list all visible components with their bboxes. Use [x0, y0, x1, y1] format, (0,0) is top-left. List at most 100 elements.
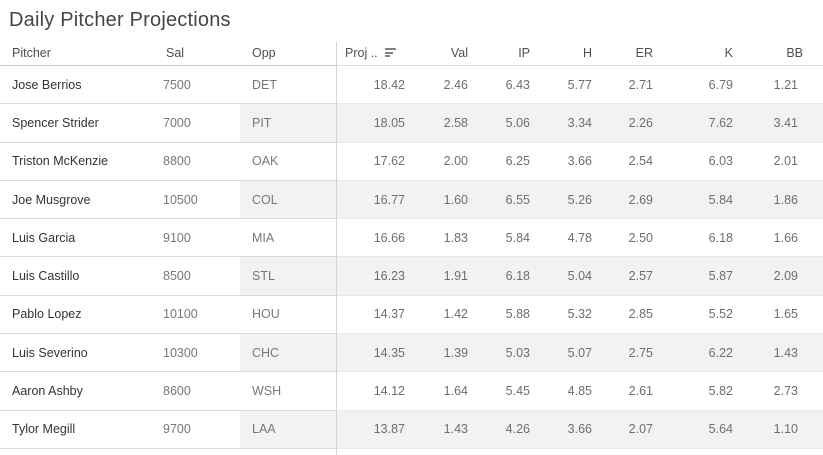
- cell-sal[interactable]: 8800: [163, 143, 240, 181]
- cell-proj[interactable]: 13.87: [336, 410, 415, 449]
- cell-sal[interactable]: 7000: [163, 104, 240, 143]
- cell-opp[interactable]: LAA: [240, 410, 336, 449]
- cell-er[interactable]: 2.75: [602, 334, 663, 373]
- cell-bb[interactable]: 1.43: [743, 334, 823, 373]
- cell-val[interactable]: 1.39: [415, 334, 478, 373]
- cell-bb[interactable]: 2.01: [743, 143, 823, 181]
- column-header-val[interactable]: Val: [415, 40, 478, 66]
- column-header-sal[interactable]: Sal: [163, 40, 240, 66]
- cell-k[interactable]: 6.18: [663, 219, 743, 258]
- cell-ip[interactable]: 6.18: [478, 257, 540, 296]
- table-row[interactable]: Spencer Strider 7000 PIT 18.05 2.58 5.06 3.34 2…: [0, 104, 823, 143]
- cell-k[interactable]: 5.87: [663, 257, 743, 296]
- cell-k[interactable]: 7.62: [663, 104, 743, 143]
- column-header-opp[interactable]: Opp: [240, 40, 336, 66]
- cell-pitcher[interactable]: Luis Garcia: [0, 219, 163, 258]
- cell-opp[interactable]: COL: [240, 180, 336, 220]
- cell-pitcher[interactable]: Spencer Strider: [0, 104, 163, 143]
- cell-proj[interactable]: 18.05: [336, 104, 415, 143]
- cell-er[interactable]: 2.26: [602, 104, 663, 143]
- cell-proj[interactable]: 16.23: [336, 257, 415, 296]
- cell-er[interactable]: 2.07: [602, 410, 663, 449]
- cell-bb[interactable]: 2.09: [743, 257, 823, 296]
- cell-er[interactable]: 2.85: [602, 296, 663, 335]
- cell-k[interactable]: 5.82: [663, 372, 743, 411]
- cell-opp[interactable]: CHC: [240, 334, 336, 373]
- cell-k[interactable]: 6.79: [663, 66, 743, 105]
- cell-h[interactable]: 5.04: [540, 257, 602, 296]
- table-row[interactable]: Tylor Megill 9700 LAA 13.87 1.43 4.26 3.66 2.07…: [0, 410, 823, 449]
- cell-val[interactable]: 1.42: [415, 296, 478, 335]
- cell-ip[interactable]: 5.45: [478, 372, 540, 411]
- cell-k[interactable]: 5.52: [663, 296, 743, 335]
- cell-opp[interactable]: STL: [240, 257, 336, 296]
- cell-val[interactable]: 1.60: [415, 180, 478, 220]
- cell-proj[interactable]: 17.62: [336, 143, 415, 181]
- cell-sal[interactable]: 9700: [163, 411, 240, 449]
- cell-proj[interactable]: 14.37: [336, 296, 415, 335]
- cell-bb[interactable]: 3.41: [743, 104, 823, 143]
- cell-ip[interactable]: 5.84: [478, 219, 540, 258]
- cell-k[interactable]: 5.64: [663, 410, 743, 449]
- cell-bb[interactable]: 1.10: [743, 410, 823, 449]
- cell-h[interactable]: 5.32: [540, 296, 602, 335]
- table-row[interactable]: Luis Severino 10300 CHC 14.35 1.39 5.03 5.07 2.…: [0, 334, 823, 373]
- cell-val[interactable]: 2.58: [415, 104, 478, 143]
- column-header-h[interactable]: H: [540, 40, 602, 66]
- cell-opp[interactable]: PIT: [240, 104, 336, 143]
- cell-pitcher[interactable]: Luis Castillo: [0, 257, 163, 296]
- cell-proj[interactable]: 18.42: [336, 66, 415, 105]
- cell-val[interactable]: 1.64: [415, 372, 478, 411]
- cell-k[interactable]: 6.22: [663, 334, 743, 373]
- cell-opp[interactable]: DET: [240, 66, 336, 105]
- cell-ip[interactable]: 6.55: [478, 180, 540, 220]
- cell-h[interactable]: 5.26: [540, 180, 602, 220]
- cell-bb[interactable]: 1.86: [743, 180, 823, 220]
- cell-h[interactable]: 3.66: [540, 143, 602, 181]
- cell-sal[interactable]: 10300: [163, 334, 240, 373]
- cell-h[interactable]: 5.07: [540, 334, 602, 373]
- cell-h[interactable]: 4.85: [540, 372, 602, 411]
- column-header-bb[interactable]: BB: [743, 40, 823, 66]
- cell-pitcher[interactable]: Pablo Lopez: [0, 296, 163, 335]
- cell-bb[interactable]: 1.66: [743, 219, 823, 258]
- cell-pitcher[interactable]: Luis Severino: [0, 334, 163, 373]
- cell-h[interactable]: 4.78: [540, 219, 602, 258]
- sort-descending-icon[interactable]: [384, 48, 396, 57]
- cell-er[interactable]: 2.69: [602, 180, 663, 220]
- cell-val[interactable]: 2.46: [415, 66, 478, 105]
- cell-val[interactable]: 1.43: [415, 410, 478, 449]
- cell-val[interactable]: 1.91: [415, 257, 478, 296]
- cell-pitcher[interactable]: Joe Musgrove: [0, 181, 163, 220]
- cell-ip[interactable]: 4.26: [478, 410, 540, 449]
- column-header-pitcher[interactable]: Pitcher: [0, 40, 163, 66]
- table-row[interactable]: Jose Berrios 7500 DET 18.42 2.46 6.43 5.77 2.71…: [0, 66, 823, 105]
- cell-sal[interactable]: 7500: [163, 66, 240, 105]
- cell-opp[interactable]: MIA: [240, 219, 336, 258]
- cell-proj[interactable]: 16.77: [336, 180, 415, 220]
- cell-sal[interactable]: 10500: [163, 181, 240, 220]
- cell-ip[interactable]: 5.88: [478, 296, 540, 335]
- cell-bb[interactable]: 2.73: [743, 372, 823, 411]
- cell-sal[interactable]: 9100: [163, 219, 240, 258]
- cell-proj[interactable]: 14.35: [336, 334, 415, 373]
- table-row[interactable]: Triston McKenzie 8800 OAK 17.62 2.00 6.25 3.66…: [0, 143, 823, 181]
- cell-h[interactable]: 3.66: [540, 410, 602, 449]
- cell-pitcher[interactable]: Jose Berrios: [0, 66, 163, 105]
- cell-sal[interactable]: 10100: [163, 296, 240, 335]
- column-header-proj[interactable]: Proj ..: [336, 40, 415, 66]
- cell-pitcher[interactable]: Aaron Ashby: [0, 372, 163, 411]
- cell-k[interactable]: 5.84: [663, 180, 743, 220]
- cell-er[interactable]: 2.71: [602, 66, 663, 105]
- table-row[interactable]: Joe Musgrove 10500 COL 16.77 1.60 6.55 5.26 2.6…: [0, 180, 823, 220]
- cell-opp[interactable]: OAK: [240, 143, 336, 181]
- table-row[interactable]: Pablo Lopez 10100 HOU 14.37 1.42 5.88 5.32 2.85…: [0, 296, 823, 335]
- cell-ip[interactable]: 5.06: [478, 104, 540, 143]
- cell-sal[interactable]: 8600: [163, 372, 240, 411]
- cell-pitcher[interactable]: Triston McKenzie: [0, 143, 163, 181]
- column-header-k[interactable]: K: [663, 40, 743, 66]
- cell-ip[interactable]: 6.43: [478, 66, 540, 105]
- table-row[interactable]: Luis Castillo 8500 STL 16.23 1.91 6.18 5.04 2.5…: [0, 257, 823, 296]
- column-header-er[interactable]: ER: [602, 40, 663, 66]
- cell-ip[interactable]: 6.25: [478, 143, 540, 181]
